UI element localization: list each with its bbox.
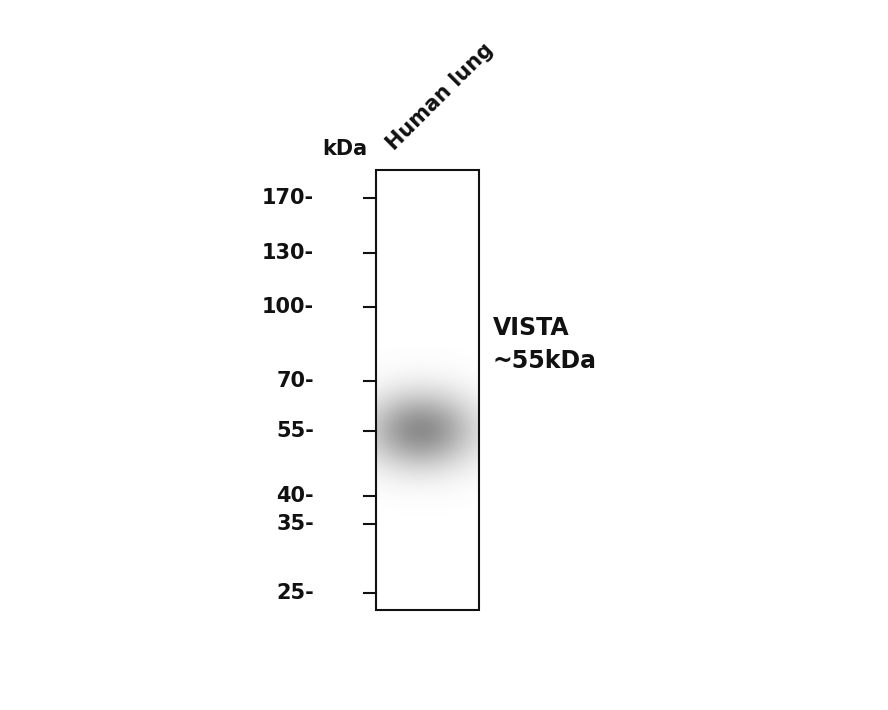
Text: ~55kDa: ~55kDa xyxy=(493,349,597,373)
Text: 170-: 170- xyxy=(262,188,314,208)
Text: 130-: 130- xyxy=(262,244,314,263)
Text: 25-: 25- xyxy=(276,583,314,603)
Bar xyxy=(376,170,480,610)
Text: 70-: 70- xyxy=(276,371,314,391)
Text: Human lung: Human lung xyxy=(383,39,497,153)
Text: 100-: 100- xyxy=(262,297,314,317)
Text: 55-: 55- xyxy=(276,420,314,440)
Text: kDa: kDa xyxy=(322,139,368,159)
Bar xyxy=(376,170,480,610)
Text: 35-: 35- xyxy=(276,513,314,534)
Text: 40-: 40- xyxy=(276,486,314,506)
Text: VISTA: VISTA xyxy=(493,317,569,341)
